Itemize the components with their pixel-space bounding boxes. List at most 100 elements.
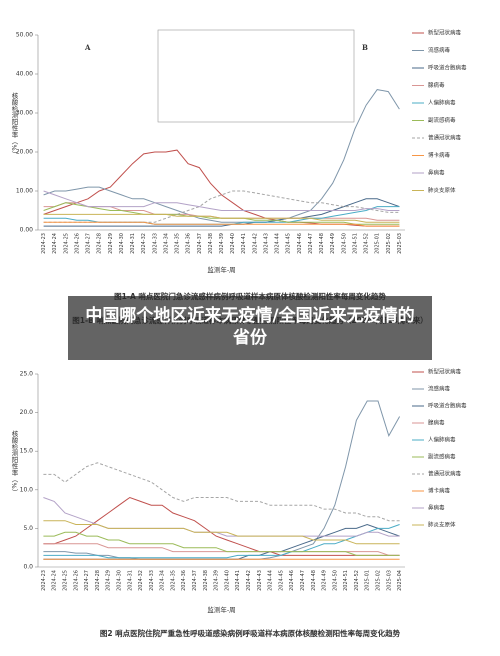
- x-tick-label: 2024-26: [73, 570, 79, 591]
- x-tick-label: 2024-26: [74, 233, 80, 254]
- series-line: [43, 531, 400, 556]
- x-tick-label: 2024-30: [116, 570, 122, 591]
- x-tick-label: 2024-28: [97, 233, 103, 254]
- legend-label: 腺病毒: [428, 81, 445, 89]
- x-tick-label: 2024-44: [275, 233, 281, 254]
- series-line: [43, 400, 401, 560]
- x-tick-label: 2024-40: [230, 233, 236, 254]
- legend-label: 副流感病毒: [428, 453, 456, 461]
- y-tick-label: 10.0: [20, 486, 34, 493]
- legend-label: 鼻病毒: [428, 169, 445, 177]
- x-tick-label: 2024-24: [52, 570, 58, 591]
- series-line: [43, 520, 400, 545]
- x-tick-label: 2024-29: [106, 570, 112, 591]
- series-line: [43, 523, 400, 560]
- caption: 图2 哨点医院住院严重急性呼吸道感染病例呼吸道样本病原体核酸检测阳性率每周变化趋…: [100, 628, 401, 638]
- x-tick-label: 2024-46: [289, 570, 295, 591]
- y-tick-label: 20.00: [16, 149, 33, 156]
- x-tick-label: 2024-43: [263, 233, 269, 254]
- x-tick-label: 2024-52: [364, 233, 370, 254]
- x-tick-label: 2024-43: [257, 570, 263, 591]
- x-tick-label: 2025-02: [376, 570, 382, 591]
- x-tick-label: 2024-42: [252, 233, 258, 254]
- x-tick-label: 2024-38: [203, 570, 209, 591]
- x-tick-label: 2024-36: [186, 233, 192, 254]
- x-tick-label: 2025-02: [386, 233, 392, 254]
- x-tick-label: 2024-52: [354, 570, 360, 591]
- x-tick-label: 2024-40: [224, 570, 230, 591]
- x-tick-label: 2024-48: [319, 233, 325, 254]
- y-tick-label: 10.00: [16, 188, 33, 195]
- legend-label: 普通冠状病毒: [428, 134, 462, 142]
- y-tick-label: 40.00: [16, 71, 33, 78]
- x-tick-label: 2024-25: [63, 233, 69, 254]
- x-tick-label: 2024-33: [152, 233, 158, 254]
- x-tick-label: 2024-46: [297, 233, 303, 254]
- x-tick-label: 2024-27: [86, 233, 92, 254]
- x-tick-label: 2024-41: [241, 233, 247, 254]
- series-line: [43, 496, 400, 556]
- x-tick-label: 2024-28: [95, 570, 101, 591]
- y-tick-label: 20.0: [20, 409, 34, 416]
- x-tick-label: 2024-32: [141, 233, 147, 254]
- x-tick-label: 2024-35: [175, 233, 181, 254]
- series-line: [43, 524, 400, 559]
- x-tick-label: 2024-33: [149, 570, 155, 591]
- series-line: [43, 190, 400, 211]
- y-tick-label: 15.0: [20, 448, 34, 455]
- x-tick-label: 2024-39: [219, 233, 225, 254]
- x-tick-label: 2024-49: [322, 570, 328, 591]
- y-tick-label: 25.0: [20, 371, 34, 378]
- legend-label: 腺病毒: [428, 419, 445, 427]
- annotation: B: [362, 43, 368, 52]
- x-tick-label: 2024-24: [52, 233, 58, 254]
- legend-label: 人偏肺病毒: [428, 99, 456, 107]
- x-tick-label: 2024-47: [308, 233, 314, 254]
- x-tick-label: 2024-47: [300, 570, 306, 591]
- legend-label: 流感病毒: [428, 385, 451, 393]
- inset-frame: [157, 29, 355, 123]
- legend-label: 博卡病毒: [428, 151, 451, 159]
- annotation: A: [84, 43, 91, 52]
- x-tick-label: 2024-49: [330, 233, 336, 254]
- y-tick-label: 50.00: [16, 32, 33, 39]
- overlay-title: 中国哪个地区近来无疫情/全国近来无疫情的省份: [68, 296, 432, 360]
- legend-label: 新型冠状病毒: [428, 29, 462, 37]
- x-tick-label: 2024-36: [181, 570, 187, 591]
- series-line: [43, 497, 400, 537]
- x-tick-label: 2024-38: [208, 233, 214, 254]
- x-tick-label: 2025-03: [397, 233, 403, 254]
- x-tick-label: 2024-50: [341, 233, 347, 254]
- x-tick-label: 2024-41: [235, 570, 241, 591]
- x-tick-label: 2024-45: [286, 233, 292, 254]
- y-axis-title: 核酸检测阳性率（%）: [10, 91, 18, 157]
- series-line: [43, 213, 400, 223]
- x-tick-label: 2024-31: [127, 570, 133, 591]
- y-tick-label: 30.00: [16, 110, 33, 117]
- series-line: [43, 206, 400, 225]
- x-tick-label: 2024-44: [268, 570, 274, 591]
- legend-label: 流感病毒: [428, 46, 451, 54]
- x-tick-label: 2024-29: [108, 233, 114, 254]
- x-tick-label: 2024-25: [62, 570, 68, 591]
- x-axis-title: 监测年-周: [207, 605, 235, 614]
- x-tick-label: 2024-39: [214, 570, 220, 591]
- legend-label: 新型冠状病毒: [428, 368, 462, 376]
- y-tick-label: 0.00: [20, 227, 34, 234]
- x-tick-label: 2025-01: [365, 570, 371, 591]
- series-line: [43, 198, 400, 227]
- y-axis-title: 核酸检测阳性率（%）: [10, 429, 18, 495]
- series-line: [43, 221, 400, 227]
- legend-label: 肺炎支原体: [428, 186, 456, 194]
- x-tick-label: 2025-01: [375, 233, 381, 254]
- series-line: [43, 462, 400, 522]
- legend-label: 肺炎支原体: [428, 521, 456, 529]
- x-tick-label: 2024-23: [41, 233, 47, 254]
- x-tick-label: 2024-35: [170, 570, 176, 591]
- y-tick-label: 5.0: [23, 525, 33, 532]
- legend-label: 鼻病毒: [428, 504, 445, 512]
- x-tick-label: 2025-03: [386, 570, 392, 591]
- x-tick-label: 2024-34: [160, 570, 166, 591]
- x-tick-label: 2024-34: [163, 233, 169, 254]
